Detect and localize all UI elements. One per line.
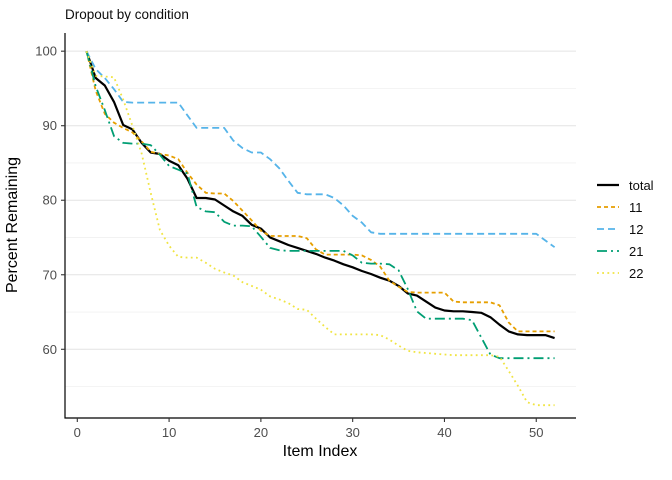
x-axis-title: Item Index <box>282 443 358 460</box>
legend-item-21: 21 <box>596 240 654 262</box>
legend-key-21 <box>597 250 619 252</box>
legend-label-21: 21 <box>629 243 644 259</box>
legend-item-11: 11 <box>596 196 654 218</box>
legend-label-11: 11 <box>629 199 643 215</box>
series-line-12 <box>85 50 556 248</box>
legend-key-total <box>597 183 619 187</box>
legend-item-total: total <box>596 174 654 196</box>
series-line-total <box>85 50 555 340</box>
y-tick-label: 100 <box>35 44 57 59</box>
series-line-21 <box>85 50 555 360</box>
legend-label-12: 12 <box>629 221 644 237</box>
x-tick-label: 40 <box>437 425 451 440</box>
series-line-11 <box>85 50 555 333</box>
legend: total 11 12 21 22 <box>596 174 654 284</box>
series-line-22 <box>85 50 555 407</box>
legend-key-22 <box>597 272 619 274</box>
x-tick-label: 20 <box>254 425 268 440</box>
legend-key-11 <box>597 206 619 208</box>
x-tick-label: 0 <box>74 425 81 440</box>
y-tick-label: 70 <box>43 267 57 282</box>
x-tick-label: 30 <box>345 425 359 440</box>
legend-label-total: total <box>629 177 654 193</box>
y-tick-label: 60 <box>43 342 57 357</box>
x-tick-label: 50 <box>529 425 543 440</box>
legend-label-22: 22 <box>629 265 644 281</box>
y-tick-label: 80 <box>43 193 57 208</box>
legend-item-22: 22 <box>596 262 654 284</box>
chart-title: Dropout by condition <box>65 7 189 22</box>
legend-key-12 <box>597 228 619 230</box>
legend-item-12: 12 <box>596 218 654 240</box>
y-tick-label: 90 <box>43 118 57 133</box>
x-tick-label: 10 <box>162 425 176 440</box>
